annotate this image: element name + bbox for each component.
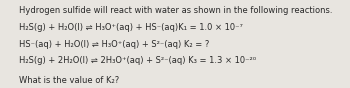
Text: Hydrogen sulfide will react with water as shown in the following reactions.: Hydrogen sulfide will react with water a… (19, 6, 333, 15)
Text: H₂S(g) + H₂O(l) ⇌ H₃O⁺(aq) + HS⁻(aq)K₁ = 1.0 × 10⁻⁷: H₂S(g) + H₂O(l) ⇌ H₃O⁺(aq) + HS⁻(aq)K₁ =… (19, 23, 243, 32)
Text: HS⁻(aq) + H₂O(l) ⇌ H₃O⁺(aq) + S²⁻(aq) K₂ = ?: HS⁻(aq) + H₂O(l) ⇌ H₃O⁺(aq) + S²⁻(aq) K₂… (19, 40, 210, 49)
Text: What is the value of K₂?: What is the value of K₂? (19, 76, 119, 85)
Text: H₂S(g) + 2H₂O(l) ⇌ 2H₃O⁺(aq) + S²⁻(aq) K₃ = 1.3 × 10⁻²⁰: H₂S(g) + 2H₂O(l) ⇌ 2H₃O⁺(aq) + S²⁻(aq) K… (19, 56, 256, 65)
